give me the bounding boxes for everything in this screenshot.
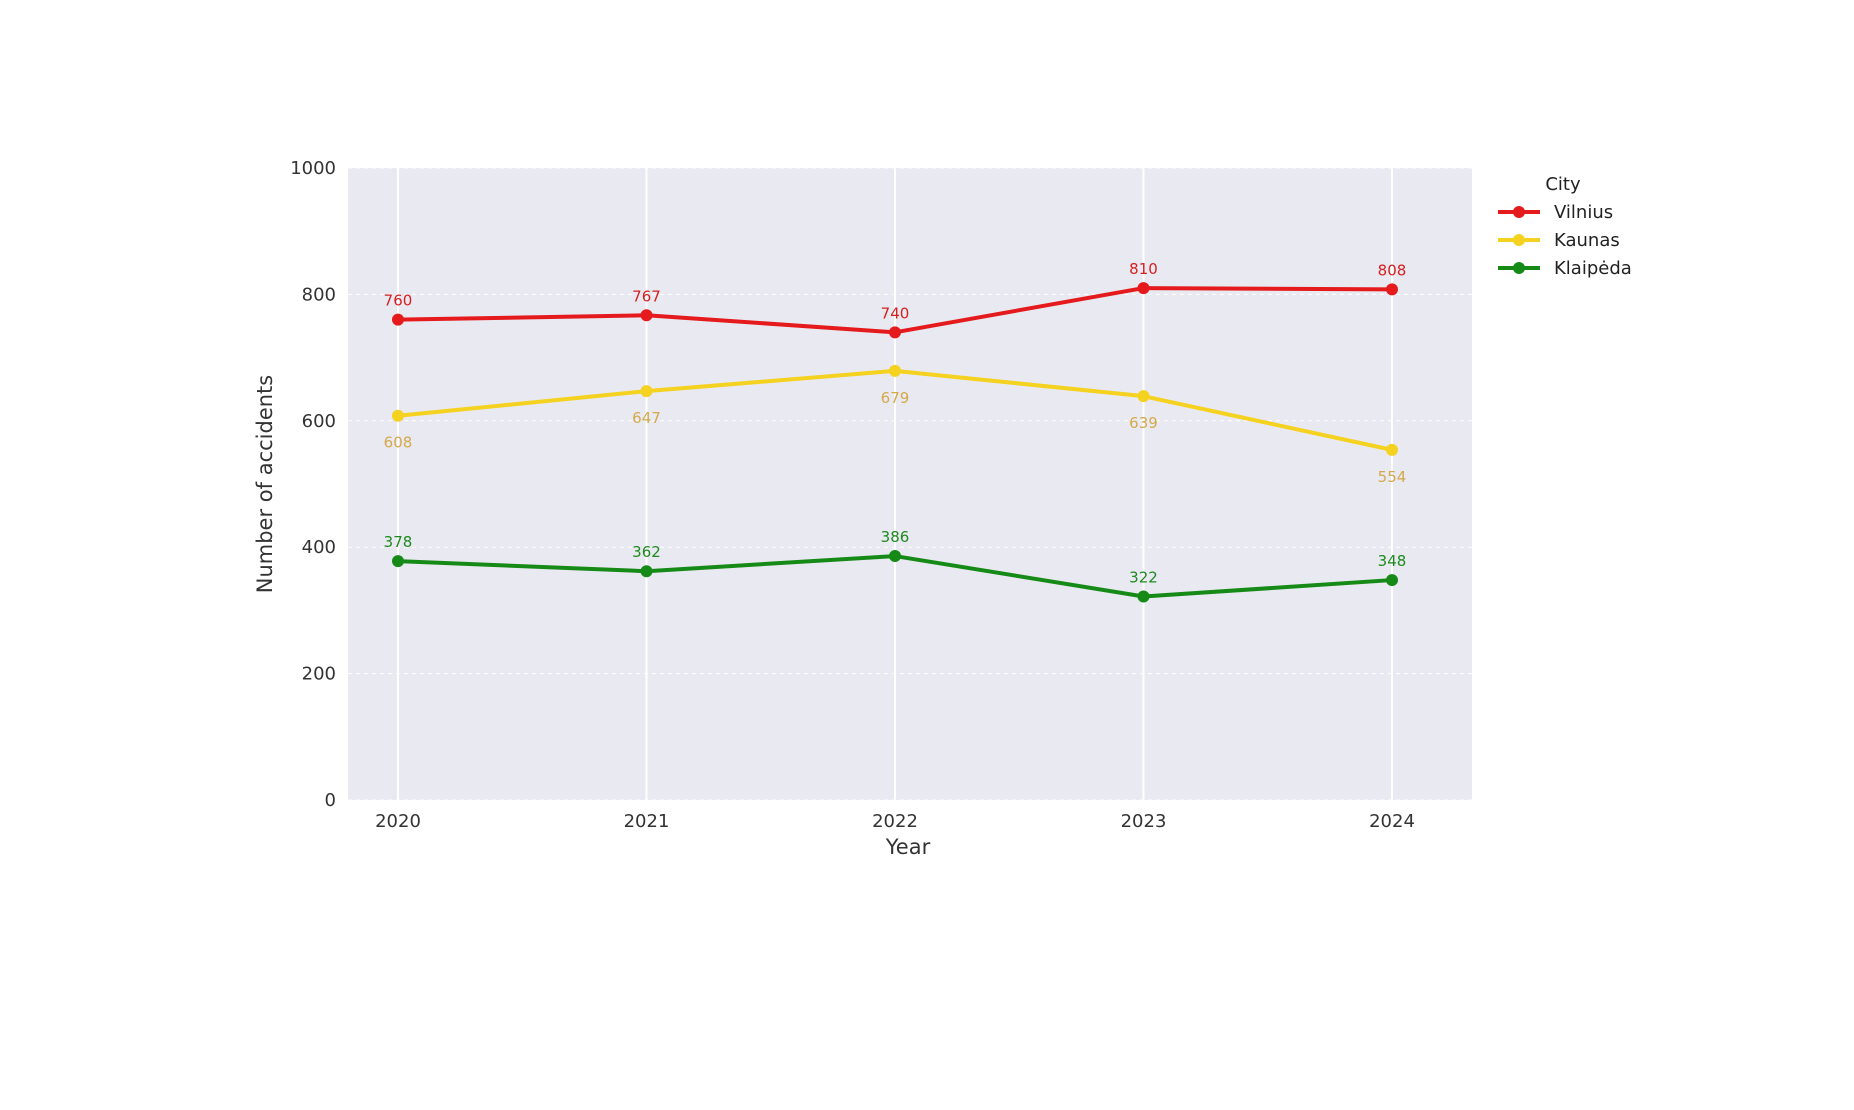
data-point-kaunas — [1137, 390, 1150, 403]
data-point-kaunas — [392, 409, 404, 422]
data-point-kaunas — [1386, 443, 1398, 456]
data-point-klaipeda — [1386, 574, 1398, 587]
data-point-klaipeda — [1137, 590, 1150, 603]
y-axis-title: Number of accidents — [253, 375, 277, 593]
y-tick-label: 1000 — [290, 158, 336, 179]
legend-marker-kaunas — [1513, 234, 1525, 246]
y-tick-label: 600 — [302, 411, 336, 432]
data-label-klaipeda: 322 — [1129, 568, 1158, 586]
data-point-vilnius — [392, 313, 404, 326]
plot-area — [348, 168, 1472, 800]
data-label-kaunas: 679 — [881, 389, 910, 407]
data-point-kaunas — [640, 385, 653, 398]
data-label-klaipeda: 348 — [1378, 552, 1407, 570]
legend-label-kaunas: Kaunas — [1554, 230, 1620, 251]
data-label-klaipeda: 378 — [384, 533, 413, 551]
series-lines: 760 767 740 810 808 608 647 679 639 554 378 362 386 3… — [384, 260, 1407, 603]
y-tick-label: 200 — [302, 664, 336, 685]
data-label-kaunas: 608 — [384, 434, 413, 452]
data-label-kaunas: 647 — [632, 409, 661, 427]
data-label-vilnius: 760 — [384, 292, 413, 310]
x-axis-ticks: 2020 2021 2022 2023 2024 — [375, 811, 1415, 832]
data-point-klaipeda — [640, 565, 653, 578]
y-tick-label: 0 — [325, 790, 336, 811]
data-point-klaipeda — [889, 550, 901, 563]
x-tick-label: 2020 — [375, 811, 421, 832]
data-label-kaunas: 554 — [1378, 468, 1407, 486]
y-tick-label: 400 — [302, 537, 336, 558]
y-tick-label: 800 — [302, 284, 336, 305]
legend-marker-vilnius — [1513, 206, 1525, 218]
data-point-kaunas — [889, 364, 901, 377]
data-point-klaipeda — [392, 555, 404, 568]
legend-title: City — [1545, 174, 1581, 195]
gridlines — [348, 167, 1472, 801]
x-tick-label: 2024 — [1369, 811, 1415, 832]
data-point-vilnius — [889, 326, 901, 339]
x-tick-label: 2023 — [1121, 811, 1167, 832]
legend-marker-klaipeda — [1513, 262, 1525, 274]
data-point-vilnius — [1386, 283, 1398, 296]
x-tick-label: 2022 — [872, 811, 918, 832]
data-label-vilnius: 808 — [1378, 261, 1407, 279]
y-axis-ticks: 0 200 400 600 800 1000 — [290, 158, 336, 811]
data-label-vilnius: 767 — [632, 287, 661, 305]
x-tick-label: 2021 — [624, 811, 670, 832]
legend-label-klaipeda: Klaipėda — [1554, 258, 1632, 279]
data-point-vilnius — [640, 309, 653, 322]
data-label-kaunas: 639 — [1129, 414, 1158, 432]
data-label-vilnius: 810 — [1129, 260, 1158, 278]
data-label-klaipeda: 362 — [632, 543, 661, 561]
data-label-klaipeda: 386 — [881, 528, 910, 546]
data-point-vilnius — [1137, 282, 1150, 295]
legend: City Vilnius Kaunas Klaipėda — [1498, 174, 1632, 279]
x-axis-title: Year — [885, 835, 931, 859]
legend-label-vilnius: Vilnius — [1554, 202, 1613, 223]
data-label-vilnius: 740 — [881, 304, 910, 322]
